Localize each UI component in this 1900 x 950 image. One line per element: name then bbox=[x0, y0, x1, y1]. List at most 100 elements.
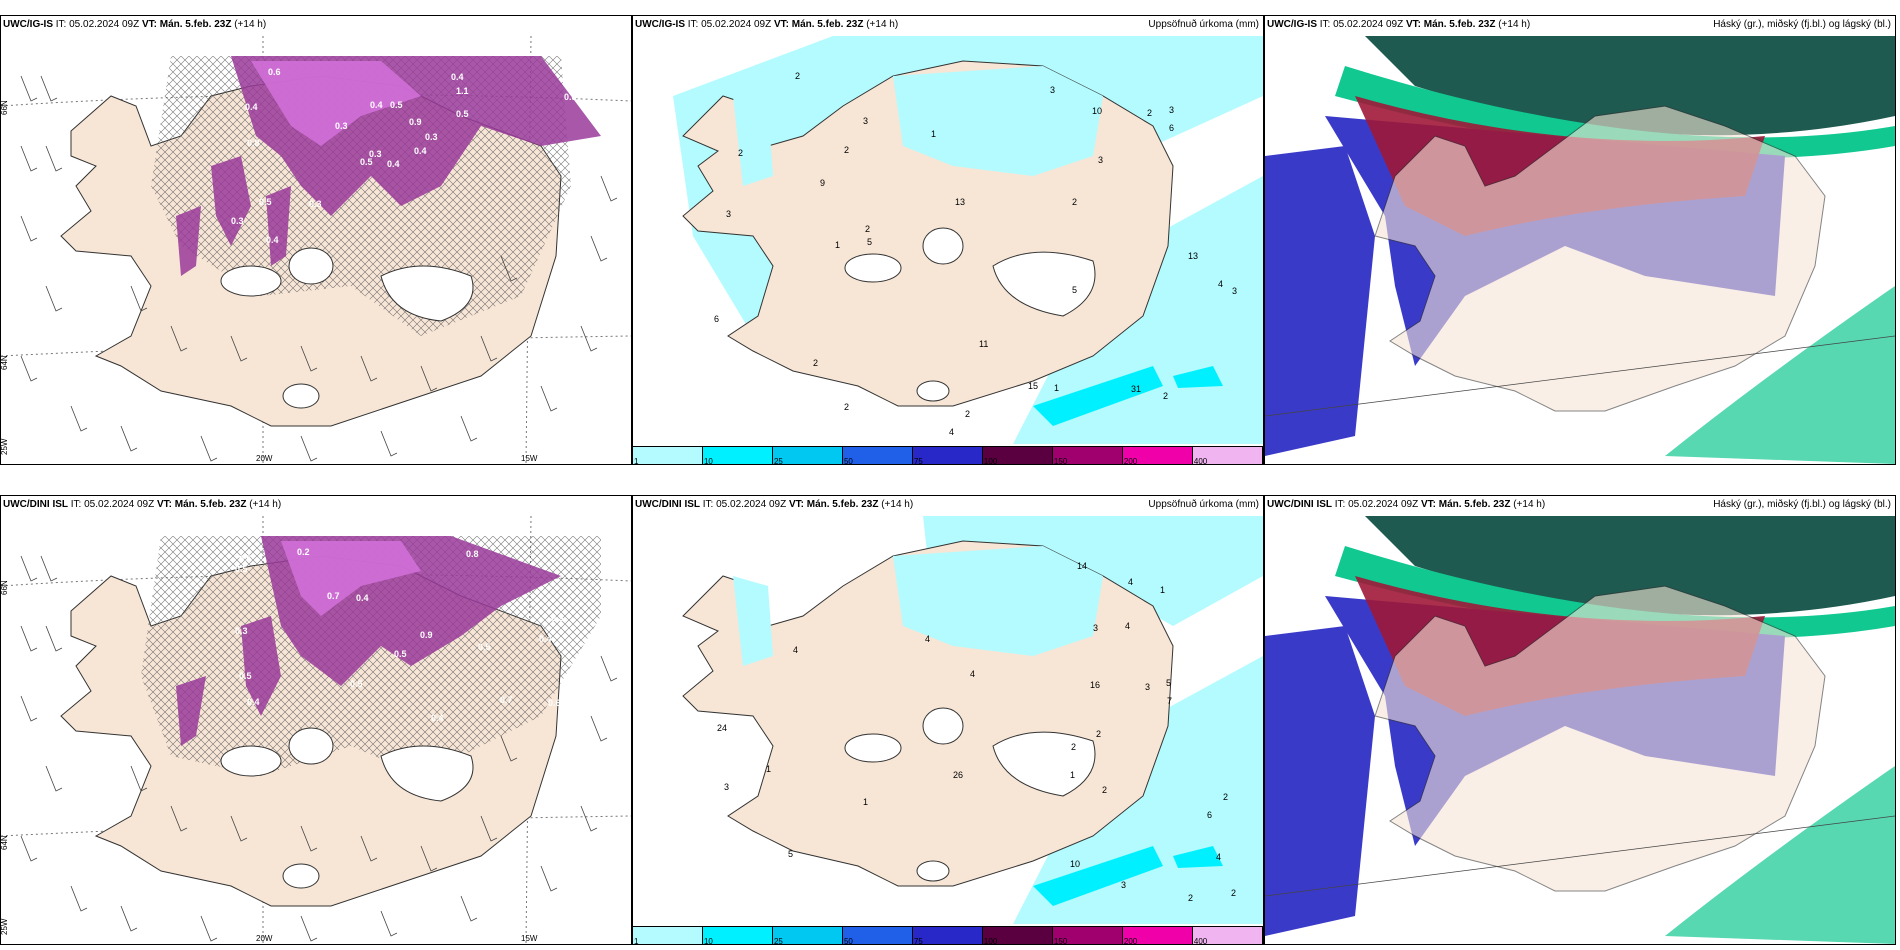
colorbar-tick: 50 bbox=[843, 457, 853, 465]
value-label: 0.8 bbox=[466, 549, 479, 559]
panel-variable: Uppsöfnuð úrkoma (mm) bbox=[1148, 499, 1259, 510]
value-label: 0.3 bbox=[551, 613, 564, 623]
iceland-land bbox=[1374, 105, 1826, 412]
value-label: 1 bbox=[1070, 770, 1075, 780]
panel-ig-is-wind: UWC/IG-IS IT: 05.02.2024 09Z VT: Mán. 5.… bbox=[0, 15, 632, 465]
value-label: 15 bbox=[1028, 381, 1038, 391]
colorbar-tick: 10 bbox=[703, 457, 713, 465]
lon-label: 20W bbox=[256, 934, 273, 943]
value-label: 2 bbox=[1163, 391, 1168, 401]
value-label: 4 bbox=[970, 669, 975, 679]
colorbar-segment: 200 bbox=[1122, 927, 1193, 944]
value-label: 0.4 bbox=[539, 634, 552, 644]
lat-label: 64N bbox=[1, 835, 9, 850]
panel-title: UWC/IG-IS IT: 05.02.2024 09Z VT: Mán. 5.… bbox=[3, 19, 267, 30]
value-label: 4 bbox=[1125, 621, 1130, 631]
value-label: 0.8 bbox=[564, 92, 577, 102]
value-label: 2 bbox=[795, 71, 800, 81]
value-label: 0.8 bbox=[247, 138, 260, 148]
value-label: 0.5 bbox=[390, 100, 403, 110]
value-label: 2 bbox=[1223, 792, 1228, 802]
colorbar-tick: 150 bbox=[1053, 457, 1068, 465]
wind-barbs bbox=[20, 75, 618, 462]
colorbar-tick: 75 bbox=[913, 937, 923, 945]
value-label: 1 bbox=[835, 240, 840, 250]
wind-snow-map: 0.4 0.4 0.3 0.3 0.3 0.3 0.4 0.5 1.1 0.4 0.6 0.4 0.8 0… bbox=[1, 36, 631, 464]
value-label: 6 bbox=[714, 314, 719, 324]
snow-value-labels: 0.50.40.40.20.40.70.50.80.70.40.50.30.50… bbox=[235, 547, 564, 723]
value-label: 4 bbox=[925, 634, 930, 644]
panel-title: UWC/DINI ISL IT: 05.02.2024 09Z VT: Mán.… bbox=[1267, 499, 1546, 510]
value-label: 0.4 bbox=[387, 159, 400, 169]
colorbar-segment: 100 bbox=[982, 447, 1053, 464]
lon-label: 25W bbox=[1, 438, 9, 455]
value-label: 3 bbox=[1050, 85, 1055, 95]
value-label: 3 bbox=[1232, 286, 1237, 296]
value-label: 2 bbox=[1188, 893, 1193, 903]
lon-label: 20W bbox=[256, 454, 273, 463]
value-label: 2 bbox=[965, 409, 970, 419]
colorbar-tick: 200 bbox=[1123, 457, 1138, 465]
value-label: 7 bbox=[1167, 696, 1172, 706]
value-label: 1 bbox=[1160, 585, 1165, 595]
colorbar-segment: 1 bbox=[633, 927, 703, 944]
value-label: 6 bbox=[1169, 123, 1174, 133]
value-label: 3 bbox=[1145, 682, 1150, 692]
panel-title: UWC/DINI ISL IT: 05.02.2024 09Z VT: Mán.… bbox=[635, 499, 914, 510]
value-label: 31 bbox=[1131, 384, 1141, 394]
value-label: 0.5 bbox=[350, 679, 363, 689]
colorbar-tick: 150 bbox=[1053, 937, 1068, 945]
colorbar-tick: 400 bbox=[1193, 457, 1208, 465]
value-label: 9 bbox=[820, 178, 825, 188]
panel-variable: Uppsöfnuð úrkoma (mm) bbox=[1148, 19, 1259, 30]
colorbar: 1 10 25 50 75 100 150 200 400 bbox=[633, 446, 1263, 465]
colorbar-segment: 75 bbox=[912, 927, 983, 945]
value-label: 1 bbox=[766, 764, 771, 774]
value-label: 1 bbox=[1054, 383, 1059, 393]
value-label: 0.4 bbox=[266, 235, 279, 245]
value-label: 13 bbox=[955, 197, 965, 207]
value-label: 3 bbox=[1169, 105, 1174, 115]
colorbar-segment: 150 bbox=[1052, 927, 1123, 945]
value-label: 4 bbox=[1216, 852, 1221, 862]
lat-label: 66N bbox=[1, 100, 9, 115]
value-label: 4 bbox=[1128, 577, 1133, 587]
value-label: 6 bbox=[1207, 810, 1212, 820]
colorbar-segment: 100 bbox=[982, 927, 1053, 945]
panel-ig-is-precip: UWC/IG-IS IT: 05.02.2024 09Z VT: Mán. 5.… bbox=[632, 15, 1264, 465]
value-label: 0.4 bbox=[247, 697, 260, 707]
panel-variable: Háský (gr.), miðský (fj.bl.) og lágský (… bbox=[1713, 499, 1891, 510]
value-label: 0.3 bbox=[369, 149, 382, 159]
colorbar-segment: 10 bbox=[702, 927, 773, 944]
lon-label: 15W bbox=[521, 934, 538, 943]
value-label: 0.3 bbox=[335, 121, 348, 131]
panel-variable: Háský (gr.), miðský (fj.bl.) og lágský (… bbox=[1713, 19, 1891, 30]
value-label: 0.7 bbox=[500, 695, 513, 705]
value-label: 0.2 bbox=[297, 547, 310, 557]
colorbar-tick: 400 bbox=[1193, 937, 1208, 945]
value-label: 1 bbox=[863, 797, 868, 807]
value-label: 0.3 bbox=[231, 216, 244, 226]
panel-title: UWC/IG-IS IT: 05.02.2024 09Z VT: Mán. 5.… bbox=[635, 19, 899, 30]
value-label: 0.7 bbox=[327, 591, 340, 601]
value-label: 3 bbox=[1098, 155, 1103, 165]
colorbar-tick: 25 bbox=[773, 457, 783, 465]
value-label: 3 bbox=[1121, 880, 1126, 890]
cloud-map bbox=[1265, 516, 1895, 944]
colorbar-segment: 25 bbox=[772, 447, 843, 465]
value-label: 13 bbox=[1188, 251, 1198, 261]
value-label: 2 bbox=[844, 402, 849, 412]
cloud-map bbox=[1265, 36, 1895, 464]
colorbar-segment: 150 bbox=[1052, 447, 1123, 465]
value-label: 0.9 bbox=[409, 117, 422, 127]
value-label: 0.4 bbox=[414, 146, 427, 156]
value-label: 2 bbox=[738, 148, 743, 158]
value-label: 5 bbox=[1166, 678, 1171, 688]
value-label: 2 bbox=[1231, 888, 1236, 898]
colorbar-tick: 25 bbox=[773, 937, 783, 945]
colorbar-segment: 10 bbox=[702, 447, 773, 465]
value-label: 5 bbox=[867, 237, 872, 247]
colorbar-segment: 75 bbox=[912, 447, 983, 464]
colorbar-tick: 100 bbox=[983, 937, 998, 945]
